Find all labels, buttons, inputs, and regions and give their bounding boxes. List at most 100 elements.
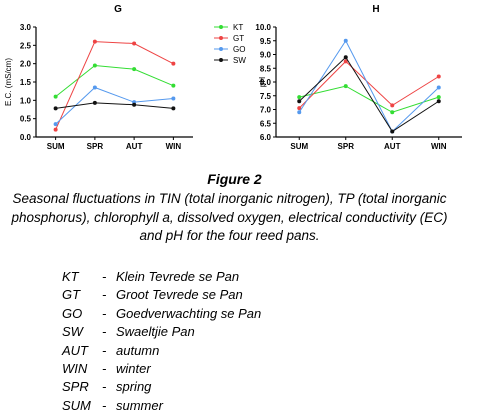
series-line-kt bbox=[55, 64, 174, 98]
x-tick-label: WIN bbox=[166, 142, 182, 151]
data-point-gt bbox=[297, 106, 302, 111]
abbreviation-key: AUT bbox=[62, 342, 88, 358]
data-point-gt bbox=[92, 39, 97, 44]
y-tick-label: 10.0 bbox=[255, 23, 271, 32]
legend-marker bbox=[219, 47, 223, 51]
y-tick-label: 9.0 bbox=[260, 51, 272, 60]
x-tick-label: WIN bbox=[431, 142, 447, 151]
abbreviation-key: WIN bbox=[62, 361, 88, 377]
y-tick-label: 8.0 bbox=[260, 78, 272, 87]
abbreviation-value: spring bbox=[116, 379, 152, 395]
abbreviation-value: Klein Tevrede se Pan bbox=[116, 269, 240, 284]
data-point-go bbox=[171, 96, 176, 101]
chart-2: HpH 6.0 6.5 7.0 7.5 8.0 8.5 9.0 9.5 10.0 SUM SPR AUT… bbox=[255, 4, 462, 151]
data-point-kt bbox=[53, 94, 58, 99]
abbreviation-value: Swaeltjie Pan bbox=[116, 324, 195, 340]
data-point-go bbox=[436, 85, 441, 90]
abbreviation-list: KT - Klein Tevrede se Pan GT - Groot Tevrede … bbox=[62, 268, 261, 415]
series-line-sw bbox=[55, 102, 174, 109]
data-point-sw bbox=[171, 106, 176, 111]
data-point-sw bbox=[390, 129, 395, 134]
data-point-sw bbox=[132, 102, 137, 107]
abbreviation-separator: - bbox=[102, 361, 107, 377]
abbreviation-row: KT - Klein Tevrede se Pan bbox=[62, 268, 261, 286]
data-point-gt bbox=[390, 103, 395, 108]
abbreviation-key: SUM bbox=[62, 397, 91, 413]
legend-label: GT bbox=[233, 34, 244, 43]
series-line-go bbox=[298, 39, 440, 133]
data-point-sw bbox=[436, 99, 441, 104]
abbreviation-key: KT bbox=[62, 269, 79, 284]
data-point-go bbox=[297, 110, 302, 115]
abbreviation-separator: - bbox=[102, 342, 107, 358]
abbreviation-value: summer bbox=[116, 397, 163, 413]
legend-marker bbox=[219, 25, 223, 29]
data-point-sw bbox=[343, 55, 348, 60]
y-tick-label: 1.0 bbox=[20, 96, 32, 105]
abbreviation-value: winter bbox=[116, 361, 151, 377]
x-tick-label: SUM bbox=[47, 142, 65, 151]
data-point-kt bbox=[436, 95, 441, 100]
chart-1: G E.C. (mS/cm) 0.0 0.5 1.0 1.5 2.0 2.5 3.0 SUM SPR… bbox=[4, 4, 246, 151]
y-tick-label: 0.5 bbox=[20, 115, 32, 124]
abbreviation-row: WIN - winter bbox=[62, 360, 261, 378]
abbreviation-value: Groot Tevrede se Pan bbox=[116, 287, 243, 303]
series-line-gt bbox=[298, 60, 440, 109]
data-point-kt bbox=[132, 67, 137, 72]
x-tick-label: AUT bbox=[126, 142, 143, 151]
x-tick-label: AUT bbox=[384, 142, 401, 151]
y-tick-label: 9.5 bbox=[260, 37, 272, 46]
abbreviation-key: GT bbox=[62, 287, 81, 303]
abbreviation-key: GO bbox=[62, 305, 83, 321]
abbreviation-separator: - bbox=[102, 269, 107, 284]
y-tick-label: 0.0 bbox=[20, 133, 32, 142]
data-point-kt bbox=[297, 95, 302, 100]
x-tick-label: SPR bbox=[87, 142, 104, 151]
y-tick-label: 7.0 bbox=[260, 106, 272, 115]
charts-area: G E.C. (mS/cm) 0.0 0.5 1.0 1.5 2.0 2.5 3.0 SUM SPR… bbox=[4, 4, 462, 151]
data-point-go bbox=[92, 85, 97, 90]
legend-label: GO bbox=[233, 45, 245, 54]
chart-title: H bbox=[372, 4, 379, 15]
data-point-kt bbox=[390, 110, 395, 115]
data-point-sw bbox=[92, 100, 97, 105]
data-point-gt bbox=[132, 41, 137, 46]
data-point-sw bbox=[297, 99, 302, 104]
abbreviation-separator: - bbox=[102, 324, 107, 340]
abbreviation-row: GT - Groot Tevrede se Pan bbox=[62, 286, 261, 304]
abbreviation-row: SPR - spring bbox=[62, 378, 261, 396]
series-line-kt bbox=[299, 85, 439, 113]
data-point-gt bbox=[171, 61, 176, 66]
figure-label: Figure 2 bbox=[207, 171, 262, 187]
series-line-gt bbox=[55, 41, 174, 130]
y-tick-label: 2.5 bbox=[20, 41, 32, 50]
abbreviation-separator: - bbox=[102, 397, 107, 413]
y-tick-label: 2.0 bbox=[20, 60, 32, 69]
series-line-sw bbox=[298, 56, 440, 133]
abbreviation-key: SPR bbox=[62, 379, 89, 395]
data-point-gt bbox=[436, 74, 441, 79]
y-tick-label: 6.5 bbox=[260, 119, 272, 128]
legend-marker bbox=[219, 36, 223, 40]
abbreviation-row: SUM - summer bbox=[62, 397, 261, 415]
y-tick-label: 7.5 bbox=[260, 92, 272, 101]
legend-marker bbox=[219, 58, 223, 62]
chart-title: G bbox=[114, 4, 122, 15]
legend-label: KT bbox=[233, 23, 243, 32]
data-point-kt bbox=[171, 83, 176, 88]
legend: KT GT GO SW bbox=[214, 23, 246, 65]
x-tick-label: SUM bbox=[290, 142, 308, 151]
abbreviation-separator: - bbox=[102, 287, 107, 303]
data-point-go bbox=[53, 122, 58, 127]
y-tick-label: 6.0 bbox=[260, 133, 272, 142]
data-point-kt bbox=[343, 84, 348, 89]
data-point-sw bbox=[53, 106, 58, 111]
abbreviation-row: AUT - autumn bbox=[62, 342, 261, 360]
data-point-kt bbox=[92, 63, 97, 68]
y-tick-label: 8.5 bbox=[260, 64, 272, 73]
abbreviation-separator: - bbox=[102, 305, 107, 321]
y-axis-label: pH bbox=[258, 77, 267, 87]
abbreviation-row: SW - Swaeltjie Pan bbox=[62, 323, 261, 341]
y-tick-label: 3.0 bbox=[20, 23, 32, 32]
abbreviation-value: Goedverwachting se Pan bbox=[116, 305, 262, 321]
